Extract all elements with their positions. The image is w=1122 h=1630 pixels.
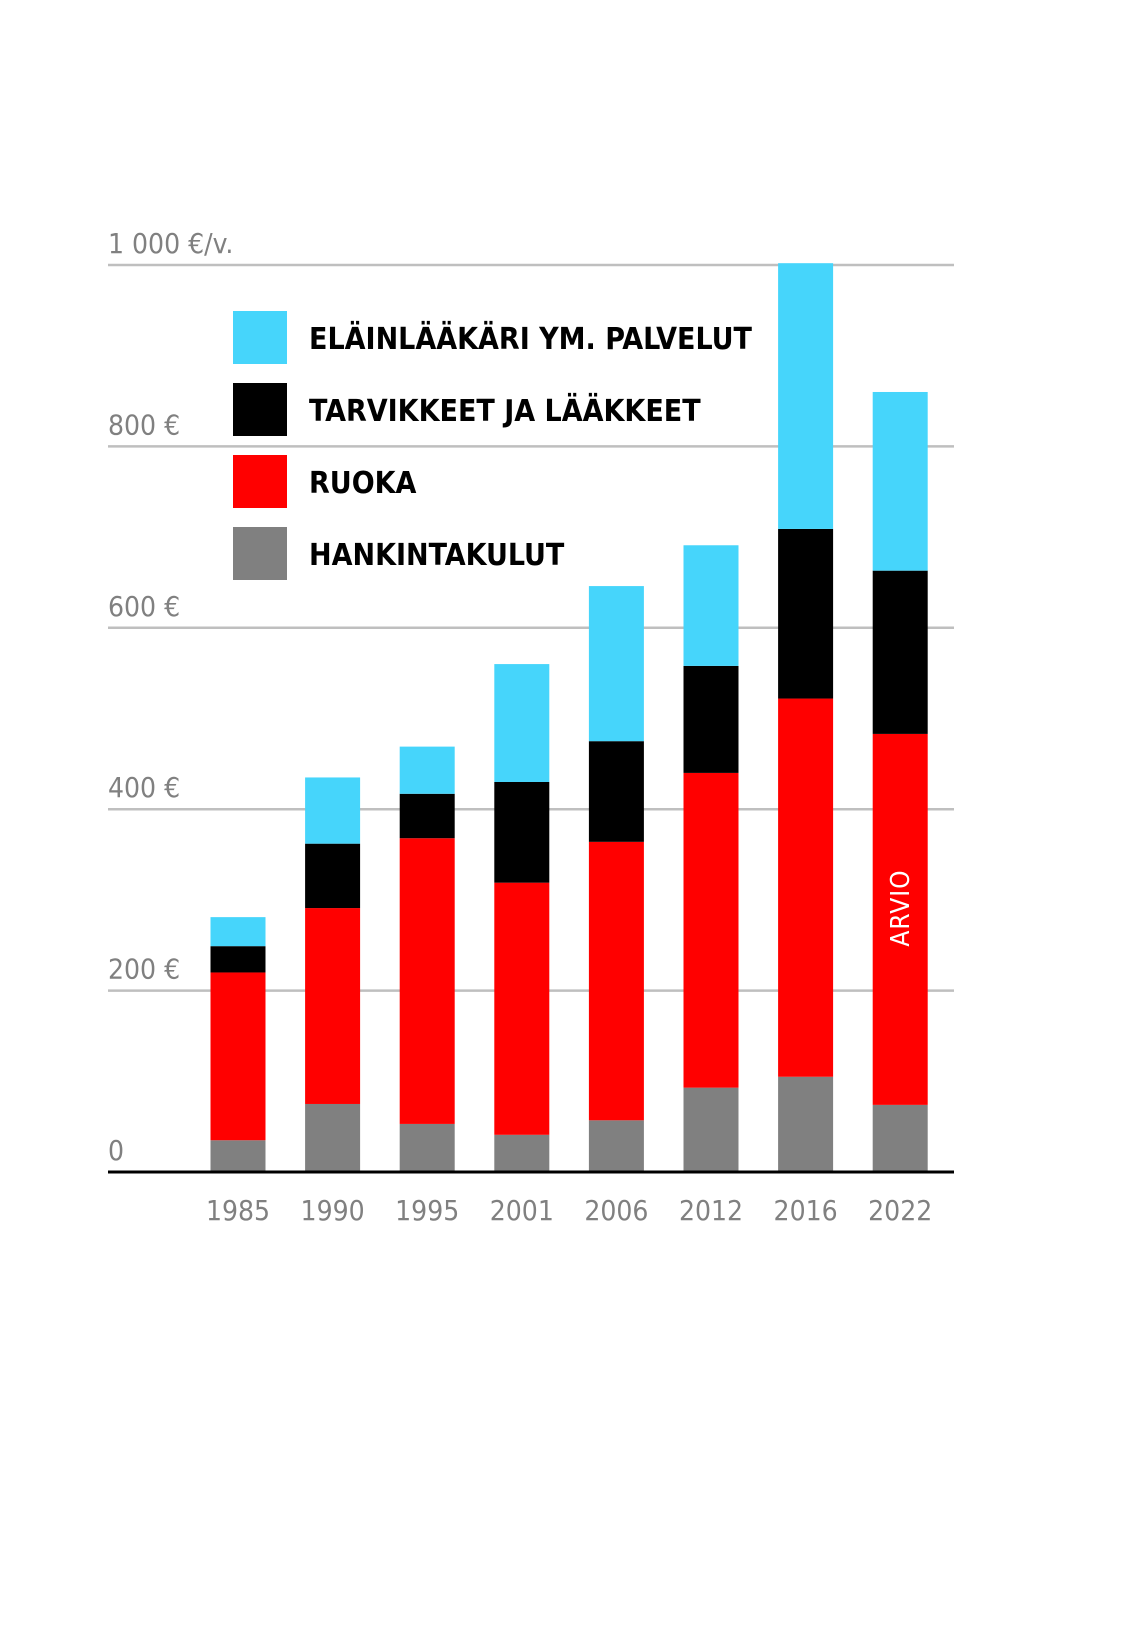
legend-label: ELÄINLÄÄKÄRI YM. PALVELUT	[309, 321, 753, 357]
bar-1990-series-1	[305, 908, 361, 1104]
y-tick-label: 1 000 €/v.	[108, 227, 233, 260]
legend-swatch	[233, 383, 287, 436]
bar-1995-series-3	[399, 746, 455, 794]
bar-2012-series-3	[683, 545, 739, 666]
bar-2016-series-1	[778, 698, 834, 1077]
x-tick-label: 2016	[774, 1194, 838, 1227]
x-tick-label: 1995	[395, 1194, 459, 1227]
y-tick-label: 800 €	[108, 408, 180, 441]
bar-1985-series-1	[210, 972, 266, 1141]
bar-1985-series-2	[210, 946, 266, 973]
annotations: ARVIO	[886, 869, 916, 946]
bar-1985-series-3	[210, 917, 266, 947]
legend-label: HANKINTAKULUT	[309, 538, 565, 573]
legend: ELÄINLÄÄKÄRI YM. PALVELUT TARVIKKEET JA L…	[233, 311, 753, 580]
bar-2001-series-1	[494, 882, 550, 1135]
bar-1995-series-2	[399, 793, 455, 839]
bar-1990-series-0	[305, 1103, 361, 1172]
bar-2006-series-0	[588, 1120, 644, 1172]
y-tick-label: 200 €	[108, 953, 180, 986]
x-axis-ticks: 1985 1990 1995 2001 2006 2012 2016 2022	[206, 1194, 932, 1227]
legend-label: RUOKA	[309, 466, 417, 501]
y-tick-label: 600 €	[108, 590, 180, 623]
bar-2016-series-2	[778, 528, 834, 699]
bar-1985-series-0	[210, 1140, 266, 1172]
bar-2012-series-2	[683, 665, 739, 773]
bar-2022-series-3	[872, 391, 928, 571]
legend-swatch	[233, 455, 287, 508]
bar-2022-series-2	[872, 570, 928, 734]
x-tick-label: 2022	[868, 1194, 932, 1227]
bar-2006-series-1	[588, 841, 644, 1121]
bar-1995-series-0	[399, 1123, 455, 1172]
x-tick-label: 2001	[490, 1194, 554, 1227]
y-tick-label: 400 €	[108, 771, 180, 804]
x-tick-label: 1985	[206, 1194, 270, 1227]
bar-2012-series-1	[683, 772, 739, 1088]
bar-2022-series-0	[872, 1104, 928, 1172]
bar-2012-series-0	[683, 1087, 739, 1172]
legend-swatch	[233, 527, 287, 580]
bar-2001-series-0	[494, 1134, 550, 1172]
bar-2006-series-2	[588, 741, 644, 842]
estimate-label: ARVIO	[886, 869, 916, 946]
bar-2001-series-3	[494, 664, 550, 782]
bar-2016-series-3	[778, 263, 834, 529]
bar-1995-series-1	[399, 838, 455, 1124]
y-tick-label: 0	[108, 1134, 124, 1167]
legend-label: TARVIKKEET JA LÄÄKKEET	[309, 393, 701, 429]
bar-2016-series-0	[778, 1076, 834, 1172]
bar-1990-series-3	[305, 777, 361, 844]
x-tick-label: 2006	[584, 1194, 648, 1227]
bar-1990-series-2	[305, 843, 361, 909]
legend-swatch	[233, 311, 287, 364]
bars	[210, 263, 928, 1172]
bar-2022-series-1	[872, 733, 928, 1105]
x-tick-label: 2012	[679, 1194, 743, 1227]
bar-2001-series-2	[494, 781, 550, 883]
x-tick-label: 1990	[301, 1194, 365, 1227]
y-axis-ticks: 0 200 € 400 € 600 € 800 € 1 000 €/v.	[108, 227, 233, 1167]
bar-2006-series-3	[588, 586, 644, 742]
